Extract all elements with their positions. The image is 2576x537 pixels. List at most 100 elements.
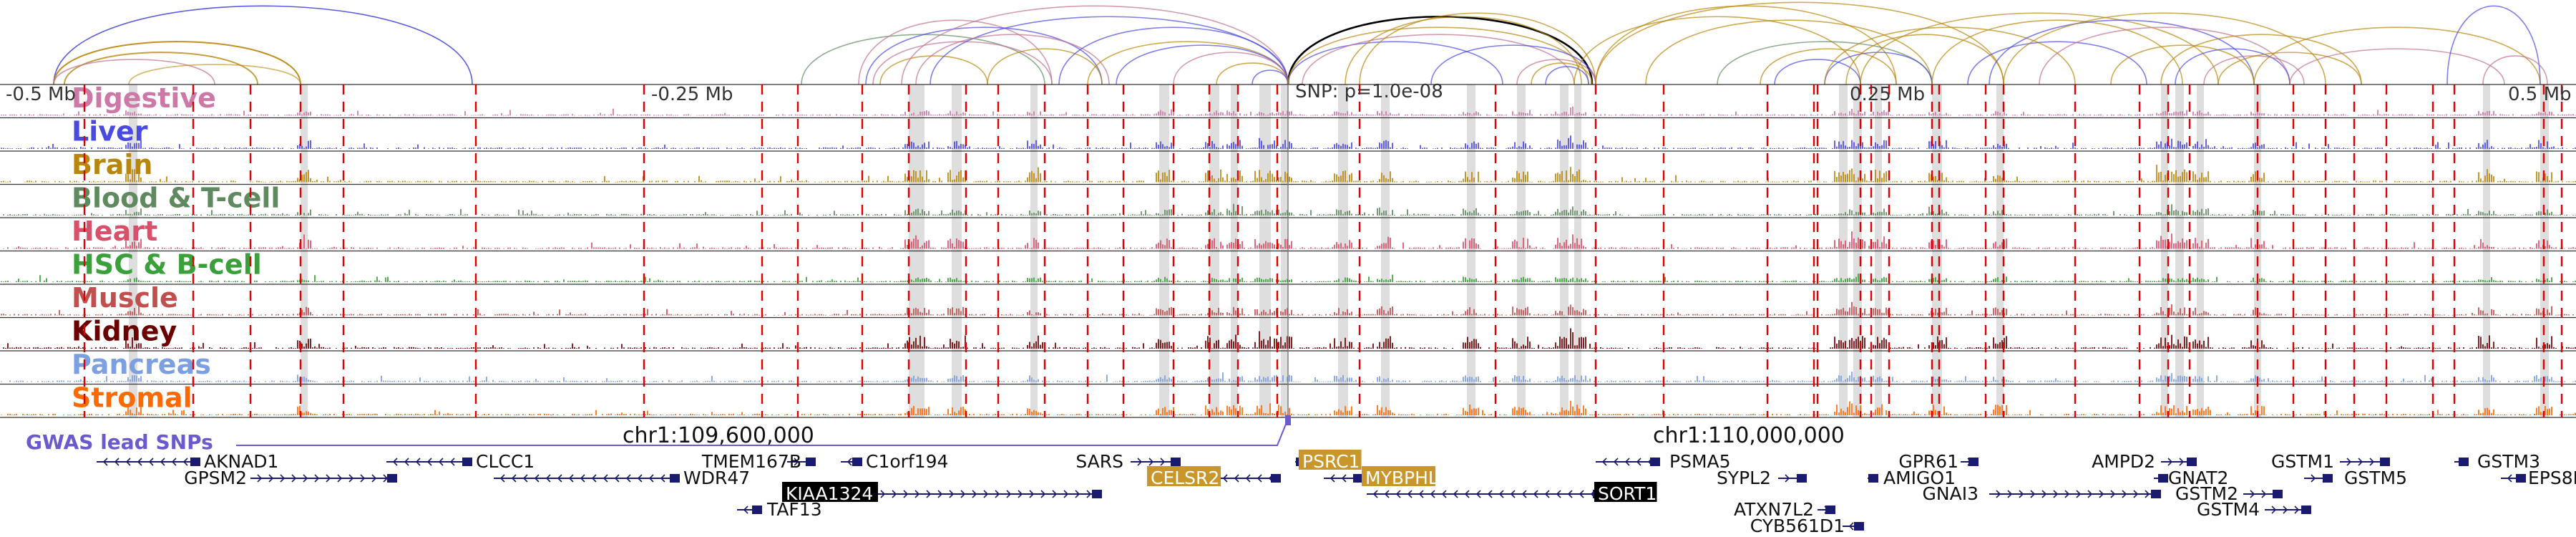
gene-strand-arrow [182, 458, 188, 466]
gene-exon [852, 458, 862, 466]
gene-strand-arrow [1996, 490, 2001, 498]
gene-strand-arrow [1257, 474, 1262, 483]
gene-label: GNAI3 [1923, 483, 1979, 504]
gene-strand-arrow [1556, 490, 1561, 498]
gene-strand-arrow [415, 458, 421, 466]
gene-strand-arrow [522, 474, 528, 483]
gene-strand-arrow [1330, 474, 1335, 483]
gene-strand-arrow [2053, 490, 2059, 498]
gene-exon [1854, 522, 1864, 531]
gene-strand-arrow [2507, 474, 2512, 483]
gene-strand-arrow [568, 474, 574, 483]
loop-arc [858, 19, 1053, 85]
gene-label: GSTM3 [2477, 451, 2540, 472]
gene-strand-arrow [545, 474, 551, 483]
loop-arc [1287, 41, 1503, 85]
track-signal [1, 135, 2576, 149]
gene-label: AMIGO1 [1883, 468, 1956, 488]
gene-strand-arrow [426, 458, 432, 466]
loop-arc [1860, 12, 2219, 85]
gene-strand-arrow [960, 490, 966, 498]
loop-arc [1774, 59, 1861, 85]
gene-strand-arrow [2145, 490, 2150, 498]
gene-strand-arrow [2167, 458, 2173, 466]
gene-exon [2273, 490, 2283, 498]
loop-arc [865, 26, 1103, 85]
gene-strand-arrow [1395, 490, 1401, 498]
gene-strand-arrow [1533, 490, 1538, 498]
gene-exon [752, 505, 762, 514]
gene-highlight-box [1362, 466, 1435, 486]
gene-strand-arrow [1441, 490, 1447, 498]
gene-strand-arrow [1510, 490, 1516, 498]
gene-strand-arrow [2261, 490, 2267, 498]
loop-arc [53, 41, 301, 85]
gene-label: KIAA1324 [786, 483, 873, 504]
gene-strand-arrow [291, 474, 297, 483]
gene-strand-arrow [557, 474, 562, 483]
gene-strand-arrow [972, 490, 977, 498]
gene-strand-arrow [1579, 490, 1584, 498]
loop-arcs [53, 1, 2548, 85]
gene-strand-arrow [1487, 490, 1493, 498]
gene-highlight-box [1299, 450, 1362, 470]
track-label: Digestive [72, 82, 216, 114]
gene-label: AKNAD1 [204, 451, 278, 472]
gene-strand-arrow [1160, 458, 1166, 466]
gene-exon [2158, 474, 2168, 483]
gene-highlight-box [1147, 466, 1221, 486]
gene-strand-arrow [280, 474, 286, 483]
gene-exon [806, 458, 816, 466]
gene-strand-arrow [1384, 490, 1390, 498]
gene-strand-arrow [1601, 458, 1607, 466]
gene-strand-arrow [2369, 458, 2375, 466]
gene-strand-arrow [534, 474, 540, 483]
gene-strand-arrow [2076, 490, 2082, 498]
loop-arc [128, 64, 301, 85]
gene-strand-arrow [847, 458, 852, 466]
gene-strand-arrow [2064, 490, 2070, 498]
gene-strand-arrow [1063, 490, 1069, 498]
gene-strand-arrow [926, 490, 932, 498]
loop-arc [915, 34, 1110, 85]
loop-arc [1173, 52, 1289, 85]
gene-strand-arrow [880, 490, 886, 498]
loop-arc [2039, 26, 2290, 85]
gene-strand-arrow [892, 490, 897, 498]
snp-label: SNP: p=1.0e-08 [1295, 81, 1443, 102]
gene-strand-arrow [2007, 490, 2013, 498]
loop-arc [1717, 41, 1933, 85]
gene-strand-arrow [2283, 505, 2288, 514]
track-signal [1, 274, 2576, 282]
gene-label: PSMA5 [1669, 451, 1731, 472]
gene-label: CLCC1 [476, 451, 535, 472]
gene-strand-arrow [337, 474, 343, 483]
loop-arc [1931, 19, 2183, 85]
gene-strand-arrow [2358, 458, 2363, 466]
gene-strand-arrow [2133, 490, 2139, 498]
gene-exon [2151, 490, 2161, 498]
loop-arc [2160, 34, 2362, 85]
gene-label: TMEM167B [701, 451, 801, 472]
loop-arc [1287, 26, 1589, 85]
gene-strand-arrow [268, 474, 274, 483]
gene-strand-arrow [1245, 474, 1251, 483]
loop-arc [2218, 52, 2362, 85]
gwas-link [236, 418, 1289, 446]
gene-label: GSTM4 [2197, 499, 2260, 520]
gene-strand-arrow [625, 474, 631, 483]
loop-arc [1302, 34, 1575, 85]
gene-strand-arrow [2019, 490, 2024, 498]
gene-strand-arrow [2087, 490, 2093, 498]
track-signal [1, 400, 2576, 415]
gene-exon [2459, 458, 2469, 466]
track-signal [1, 301, 2574, 316]
gwas-marker [1285, 415, 1291, 425]
gene-strand-arrow [137, 458, 142, 466]
gene-exon [2323, 474, 2333, 483]
gene-strand-arrow [511, 474, 517, 483]
gene-strand-arrow [614, 474, 620, 483]
loop-arc [1824, 52, 1933, 85]
gene-strand-arrow [148, 458, 154, 466]
gene-strand-arrow [171, 458, 177, 466]
